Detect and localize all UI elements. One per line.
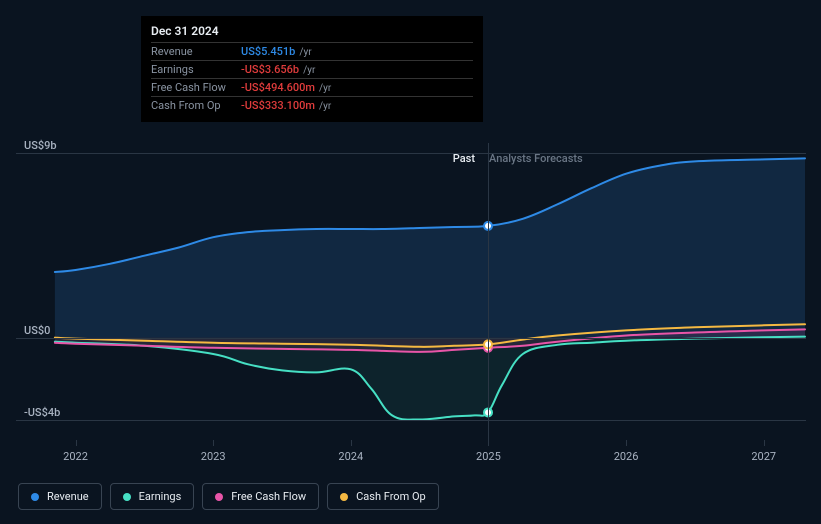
tooltip-row: Free Cash Flow-US$494.600m/yr <box>151 78 473 96</box>
x-axis-label: 2027 <box>751 450 776 463</box>
series-area-revenue <box>55 158 805 337</box>
legend-label: Earnings <box>139 490 182 503</box>
tooltip-row-value: -US$333.100m <box>241 99 315 112</box>
x-axis-label: 2022 <box>63 450 88 463</box>
legend-label: Free Cash Flow <box>231 490 306 503</box>
x-tick <box>351 440 352 446</box>
legend: Revenue Earnings Free Cash Flow Cash From O… <box>18 483 439 510</box>
forecast-region-label: Analysts Forecasts <box>489 152 583 165</box>
legend-dot <box>123 493 131 501</box>
financials-chart: US$9b US$0 -US$4b 2022 2023 2024 2025 2026 2027… <box>0 0 821 524</box>
y-gridline <box>16 153 806 154</box>
x-axis-label: 2025 <box>476 450 501 463</box>
x-axis-label: 2024 <box>338 450 363 463</box>
legend-dot <box>31 493 39 501</box>
y-axis-label: US$9b <box>24 139 57 152</box>
tooltip-row-label: Earnings <box>151 63 241 76</box>
legend-item-cfo[interactable]: Cash From Op <box>327 483 439 510</box>
y-axis-label: US$0 <box>24 324 50 337</box>
tooltip-row-label: Revenue <box>151 45 241 58</box>
tooltip-date: Dec 31 2024 <box>151 24 473 38</box>
legend-item-revenue[interactable]: Revenue <box>18 483 102 510</box>
y-axis-label: -US$4b <box>24 406 60 419</box>
x-tick <box>76 440 77 446</box>
x-tick <box>488 440 489 446</box>
legend-label: Revenue <box>47 490 89 503</box>
x-axis-label: 2023 <box>201 450 226 463</box>
tooltip-row: Earnings-US$3.656b/yr <box>151 60 473 78</box>
tooltip-row: RevenueUS$5.451b/yr <box>151 42 473 60</box>
y-gridline <box>16 338 806 339</box>
x-tick <box>764 440 765 446</box>
x-tick <box>213 440 214 446</box>
x-tick <box>626 440 627 446</box>
tooltip-row-value: US$5.451b <box>241 45 295 58</box>
tooltip-row-unit: /yr <box>319 101 331 112</box>
tooltip-row: Cash From Op-US$333.100m/yr <box>151 96 473 114</box>
tooltip-row-unit: /yr <box>303 65 315 76</box>
legend-dot <box>215 493 223 501</box>
legend-label: Cash From Op <box>356 490 426 503</box>
x-axis-label: 2026 <box>614 450 639 463</box>
tooltip-row-label: Cash From Op <box>151 99 241 112</box>
y-gridline <box>16 420 806 421</box>
legend-item-fcf[interactable]: Free Cash Flow <box>202 483 319 510</box>
tooltip-row-value: -US$3.656b <box>241 63 299 76</box>
past-forecast-divider <box>488 143 489 440</box>
tooltip-row-unit: /yr <box>319 83 331 94</box>
legend-item-earnings[interactable]: Earnings <box>110 483 195 510</box>
tooltip-row-unit: /yr <box>299 47 311 58</box>
legend-dot <box>340 493 348 501</box>
chart-tooltip: Dec 31 2024 RevenueUS$5.451b/yrEarnings-… <box>141 16 483 122</box>
past-region-label: Past <box>453 152 475 165</box>
tooltip-row-label: Free Cash Flow <box>151 81 241 94</box>
tooltip-row-value: -US$494.600m <box>241 81 315 94</box>
